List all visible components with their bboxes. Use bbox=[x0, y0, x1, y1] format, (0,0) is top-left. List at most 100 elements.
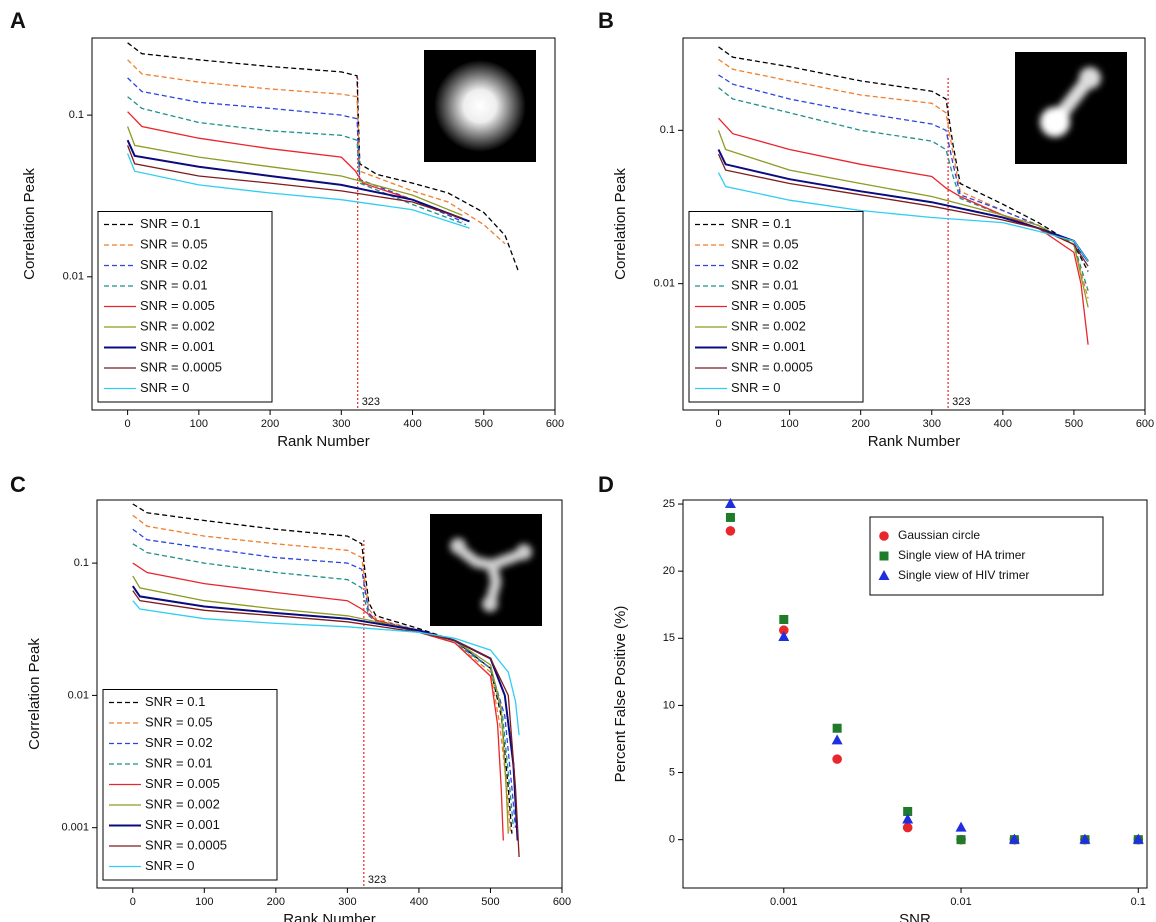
x-axis-label: Rank Number bbox=[283, 911, 376, 922]
x-tick-label: 300 bbox=[332, 418, 350, 430]
legend-label: SNR = 0.0005 bbox=[145, 837, 227, 852]
inset-a bbox=[424, 50, 536, 162]
reference-label: 323 bbox=[368, 874, 386, 886]
legend-label: SNR = 0.1 bbox=[145, 694, 205, 709]
legend-label: SNR = 0.001 bbox=[140, 339, 215, 354]
point bbox=[1132, 833, 1144, 844]
y-axis-label: Correlation Peak bbox=[21, 168, 38, 280]
x-axis-label: Rank Number bbox=[277, 433, 370, 450]
x-axis-label: Rank Number bbox=[868, 433, 961, 450]
x-tick-label: 500 bbox=[475, 418, 493, 430]
series-line bbox=[126, 153, 470, 229]
legend-label: SNR = 0.002 bbox=[145, 796, 220, 811]
point bbox=[831, 734, 843, 745]
series-line bbox=[127, 59, 506, 245]
legend-label: SNR = 0.002 bbox=[140, 318, 215, 333]
legend-label: SNR = 0.05 bbox=[140, 236, 208, 251]
x-tick-label: 200 bbox=[267, 896, 285, 908]
point bbox=[956, 835, 966, 845]
x-axis-label: SNR bbox=[899, 911, 931, 922]
inset-c bbox=[430, 514, 542, 626]
x-tick-label: 0.01 bbox=[950, 896, 971, 908]
x-tick-label: 0.1 bbox=[1131, 896, 1146, 908]
x-tick-label: 100 bbox=[190, 418, 208, 430]
y-tick-label: 0.1 bbox=[660, 124, 675, 136]
series-line bbox=[132, 562, 504, 841]
legend-label: SNR = 0.02 bbox=[145, 735, 213, 750]
x-tick-label: 0 bbox=[130, 896, 136, 908]
point bbox=[955, 821, 967, 832]
legend-label: SNR = 0 bbox=[145, 858, 195, 873]
point bbox=[902, 822, 913, 833]
legend-label: SNR = 0.02 bbox=[140, 257, 208, 272]
plot-frame bbox=[682, 499, 1148, 889]
legend-label: SNR = 0.01 bbox=[140, 277, 208, 292]
series-line bbox=[132, 514, 512, 834]
series-line bbox=[127, 77, 463, 222]
x-tick-label: 200 bbox=[852, 418, 870, 430]
y-tick-label: 0.001 bbox=[61, 822, 89, 834]
y-tick-label: 0.1 bbox=[69, 109, 84, 121]
y-tick-label: 0 bbox=[669, 834, 675, 846]
point bbox=[725, 526, 736, 536]
point bbox=[778, 625, 789, 636]
y-tick-label: 0.01 bbox=[68, 689, 89, 701]
y-tick-label: 25 bbox=[663, 498, 675, 510]
point bbox=[903, 806, 913, 816]
y-tick-label: 0.01 bbox=[654, 278, 675, 290]
legend-label: SNR = 0.005 bbox=[731, 298, 806, 313]
x-tick-label: 600 bbox=[553, 896, 571, 908]
reference-label: 323 bbox=[362, 396, 380, 408]
legend-label: SNR = 0.1 bbox=[731, 216, 791, 231]
series-line bbox=[718, 46, 1089, 272]
legend-box bbox=[869, 516, 1104, 596]
legend-label: SNR = 0 bbox=[731, 380, 781, 395]
point bbox=[724, 498, 736, 509]
reference-label: 323 bbox=[952, 396, 970, 408]
point bbox=[778, 630, 790, 641]
legend-label: Gaussian circle bbox=[898, 528, 980, 542]
legend-swatch bbox=[879, 531, 889, 541]
series-line bbox=[126, 139, 470, 223]
series-line bbox=[126, 145, 463, 219]
y-axis-label: Percent False Positive (%) bbox=[612, 606, 629, 783]
point bbox=[902, 813, 914, 824]
legend-label: Single view of HA trimer bbox=[898, 548, 1025, 562]
legend-label: SNR = 0.01 bbox=[731, 277, 799, 292]
legend-label: SNR = 0.1 bbox=[140, 216, 200, 231]
legend-swatch bbox=[879, 551, 889, 561]
series-line bbox=[127, 42, 519, 271]
x-tick-label: 100 bbox=[195, 896, 213, 908]
y-axis-label: Correlation Peak bbox=[26, 638, 43, 750]
x-tick-label: 400 bbox=[410, 896, 428, 908]
point bbox=[832, 723, 842, 733]
plot-frame bbox=[96, 499, 563, 889]
series-line bbox=[717, 153, 1089, 267]
x-tick-label: 300 bbox=[923, 418, 941, 430]
x-tick-label: 100 bbox=[780, 418, 798, 430]
panel-letter: B bbox=[598, 8, 614, 33]
legend-label: SNR = 0.01 bbox=[145, 755, 213, 770]
plot-frame bbox=[682, 37, 1146, 411]
legend-label: SNR = 0.002 bbox=[731, 318, 806, 333]
y-tick-label: 15 bbox=[663, 632, 675, 644]
y-tick-label: 10 bbox=[663, 699, 675, 711]
panel-letter: D bbox=[598, 472, 614, 497]
inset-b bbox=[1015, 52, 1127, 164]
point bbox=[1008, 833, 1020, 844]
legend-swatch bbox=[878, 570, 890, 580]
x-tick-label: 500 bbox=[481, 896, 499, 908]
x-tick-label: 500 bbox=[1065, 418, 1083, 430]
legend-label: SNR = 0.0005 bbox=[731, 359, 813, 374]
x-tick-label: 0.001 bbox=[770, 896, 798, 908]
y-tick-label: 20 bbox=[663, 565, 675, 577]
series-line bbox=[127, 96, 467, 226]
point bbox=[1079, 833, 1091, 844]
legend-label: SNR = 0.05 bbox=[731, 236, 799, 251]
panel: C 0 100 200 300 400 500 600 0.1 0.01 0.001 Rank Num… bbox=[10, 472, 571, 922]
legend-label: SNR = 0.001 bbox=[731, 339, 806, 354]
x-tick-label: 400 bbox=[994, 418, 1012, 430]
legend-label: SNR = 0.005 bbox=[140, 298, 215, 313]
legend-label: SNR = 0.05 bbox=[145, 714, 213, 729]
